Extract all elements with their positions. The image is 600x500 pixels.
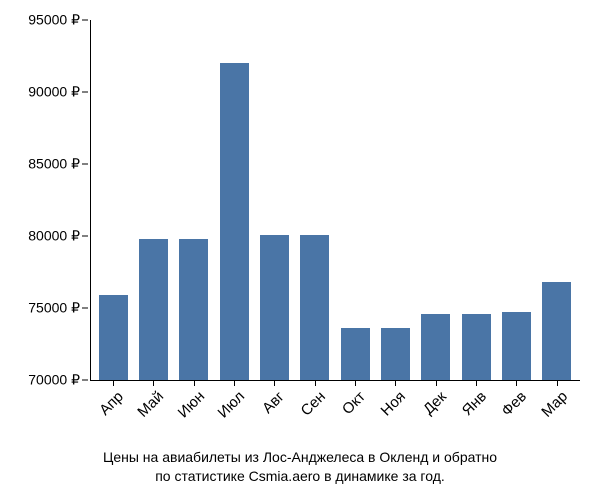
bar-slot <box>499 20 533 380</box>
bar-slot <box>96 20 130 380</box>
price-chart: 70000 ₽ 75000 ₽ 80000 ₽ 85000 ₽ 90000 ₽ 95000… <box>0 0 600 500</box>
x-label-slot: Июл <box>217 380 251 450</box>
y-tick-mark <box>82 380 88 381</box>
y-tick-label: 85000 ₽ <box>28 156 80 173</box>
bar-slot <box>338 20 372 380</box>
x-tick-label: Мар <box>538 388 571 421</box>
bar <box>542 282 571 380</box>
x-label-slot: Авг <box>257 380 291 450</box>
x-tick-label: Сен <box>297 388 328 419</box>
x-label-slot: Мар <box>540 380 574 450</box>
chart-caption: Цены на авиабилеты из Лос-Анджелеса в Ок… <box>0 448 600 486</box>
x-axis: Апр МайИюнИюл Авг Сен Окт Ноя Дек Янв ФевМар <box>90 380 580 450</box>
y-tick-mark <box>82 92 88 93</box>
x-label-slot: Апр <box>96 380 130 450</box>
bars-container <box>90 20 580 380</box>
y-tick-label: 70000 ₽ <box>28 372 80 389</box>
x-tick-mark <box>234 380 235 386</box>
bar <box>99 295 128 380</box>
bar-slot <box>217 20 251 380</box>
x-tick-label: Май <box>135 388 168 421</box>
bar-slot <box>257 20 291 380</box>
y-tick-label: 90000 ₽ <box>28 84 80 101</box>
x-tick-label: Апр <box>96 388 127 419</box>
x-tick-label: Дек <box>420 388 450 418</box>
x-label-slot: Июн <box>177 380 211 450</box>
x-tick-label: Ноя <box>378 388 409 419</box>
y-tick-label: 80000 ₽ <box>28 228 80 245</box>
bar <box>179 239 208 380</box>
y-tick-mark <box>82 20 88 21</box>
x-tick-label: Авг <box>260 388 289 417</box>
plot-area <box>90 20 580 380</box>
x-tick-mark <box>194 380 195 386</box>
x-tick-mark <box>516 380 517 386</box>
bar-slot <box>378 20 412 380</box>
bar-slot <box>540 20 574 380</box>
x-tick-label: Июн <box>175 388 208 421</box>
bar <box>220 63 249 380</box>
x-tick-mark <box>476 380 477 386</box>
x-tick-mark <box>113 380 114 386</box>
x-tick-mark <box>395 380 396 386</box>
bar-slot <box>419 20 453 380</box>
x-label-slot: Дек <box>419 380 453 450</box>
y-axis: 70000 ₽75000 ₽80000 ₽85000 ₽90000 ₽95000… <box>0 20 90 380</box>
x-tick-mark <box>436 380 437 386</box>
y-tick-mark <box>82 164 88 165</box>
bar <box>139 239 168 380</box>
y-tick-mark <box>82 308 88 309</box>
bar <box>421 314 450 380</box>
bar <box>462 314 491 380</box>
bar-slot <box>136 20 170 380</box>
x-tick-label: Янв <box>459 388 490 419</box>
x-tick-mark <box>153 380 154 386</box>
x-label-slot: Сен <box>298 380 332 450</box>
bar-slot <box>177 20 211 380</box>
y-tick-label: 75000 ₽ <box>28 300 80 317</box>
bar <box>381 328 410 380</box>
x-tick-label: Окт <box>339 388 369 418</box>
bar <box>502 312 531 380</box>
x-labels: Апр МайИюнИюл Авг Сен Окт Ноя Дек Янв ФевМар <box>90 380 580 450</box>
x-tick-mark <box>355 380 356 386</box>
x-label-slot: Май <box>136 380 170 450</box>
x-tick-mark <box>274 380 275 386</box>
bar <box>341 328 370 380</box>
x-label-slot: Фев <box>499 380 533 450</box>
x-tick-label: Июл <box>215 388 249 422</box>
bar-slot <box>459 20 493 380</box>
x-tick-mark <box>557 380 558 386</box>
y-tick-mark <box>82 236 88 237</box>
x-label-slot: Янв <box>459 380 493 450</box>
x-tick-label: Фев <box>499 388 531 420</box>
x-tick-mark <box>315 380 316 386</box>
bar-slot <box>298 20 332 380</box>
y-tick-label: 95000 ₽ <box>28 12 80 29</box>
x-label-slot: Окт <box>338 380 372 450</box>
bar <box>260 235 289 380</box>
x-label-slot: Ноя <box>378 380 412 450</box>
bar <box>300 235 329 380</box>
